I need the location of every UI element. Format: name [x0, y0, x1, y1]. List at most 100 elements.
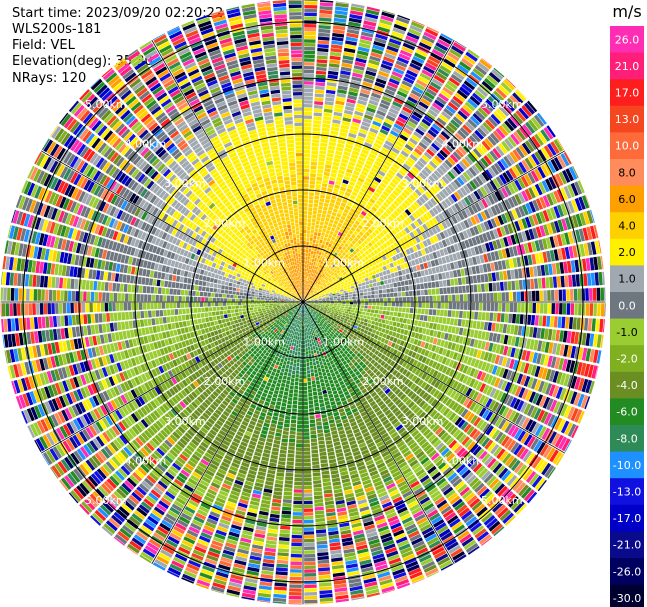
velocity-gate — [524, 140, 535, 153]
velocity-gate — [310, 173, 316, 178]
velocity-gate — [550, 141, 560, 154]
velocity-gate — [393, 242, 399, 248]
velocity-gate — [594, 272, 599, 286]
velocity-gate — [576, 362, 583, 375]
velocity-gate — [404, 348, 410, 355]
velocity-gate — [311, 442, 318, 446]
velocity-gate — [303, 96, 313, 100]
velocity-gate — [330, 553, 343, 559]
velocity-gate — [408, 28, 422, 37]
velocity-gate — [375, 306, 380, 310]
velocity-gate — [488, 520, 501, 532]
velocity-gate — [474, 246, 480, 255]
velocity-gate — [461, 158, 471, 168]
velocity-gate — [386, 45, 399, 53]
velocity-gate — [486, 302, 491, 311]
velocity-gate — [325, 368, 330, 374]
velocity-gate — [317, 436, 325, 441]
velocity-gate — [507, 383, 515, 394]
velocity-gate — [447, 333, 453, 341]
velocity-gate — [501, 292, 506, 302]
velocity-gate — [426, 26, 440, 34]
velocity-gate — [375, 484, 385, 491]
velocity-gate — [343, 422, 350, 428]
velocity-gate — [425, 506, 437, 515]
velocity-gate — [314, 291, 318, 295]
velocity-gate — [276, 472, 285, 477]
velocity-gate — [336, 373, 341, 379]
velocity-gate — [352, 450, 361, 457]
velocity-gate — [371, 431, 379, 438]
velocity-gate — [475, 465, 486, 476]
velocity-gate — [434, 522, 447, 532]
velocity-gate — [444, 421, 453, 431]
velocity-gate — [311, 247, 315, 251]
velocity-gate — [447, 51, 460, 62]
velocity-gate — [440, 295, 445, 302]
velocity-gate — [435, 136, 445, 146]
velocity-gate — [367, 493, 377, 500]
velocity-gate — [469, 378, 476, 388]
velocity-gate — [427, 108, 438, 118]
velocity-gate — [369, 312, 374, 317]
velocity-gate — [475, 255, 481, 265]
velocity-gate — [307, 385, 312, 389]
velocity-gate — [570, 391, 578, 405]
velocity-gate — [508, 313, 513, 323]
velocity-gate — [438, 280, 444, 287]
velocity-gate — [524, 216, 532, 228]
velocity-gate — [312, 387, 317, 392]
velocity-gate — [340, 124, 350, 130]
velocity-gate — [479, 58, 492, 70]
velocity-gate — [361, 149, 370, 155]
velocity-gate — [363, 180, 371, 187]
velocity-gate — [530, 378, 538, 390]
velocity-gate — [406, 233, 412, 241]
velocity-gate — [312, 329, 315, 334]
velocity-gate — [431, 142, 440, 152]
velocity-gate — [468, 389, 476, 399]
velocity-gate — [448, 294, 452, 302]
velocity-gate — [339, 291, 344, 294]
velocity-gate — [423, 276, 428, 283]
velocity-gate — [562, 330, 568, 343]
velocity-gate — [362, 431, 370, 438]
velocity-gate — [419, 263, 425, 270]
velocity-gate — [316, 305, 321, 308]
velocity-gate — [429, 302, 434, 309]
velocity-gate — [367, 362, 373, 369]
velocity-gate — [520, 432, 530, 444]
velocity-gate — [313, 266, 317, 270]
velocity-gate — [447, 196, 455, 205]
velocity-gate — [518, 279, 523, 290]
velocity-gate — [398, 510, 410, 518]
velocity-gate — [396, 156, 405, 164]
velocity-gate — [375, 78, 387, 85]
velocity-gate — [366, 531, 378, 538]
velocity-gate — [329, 248, 333, 253]
velocity-gate — [304, 542, 315, 547]
velocity-gate — [575, 213, 583, 227]
velocity-gate — [312, 345, 316, 350]
velocity-gate — [340, 215, 346, 221]
velocity-gate — [383, 56, 395, 64]
velocity-gate — [345, 102, 355, 108]
velocity-gate — [374, 321, 379, 326]
velocity-gate — [317, 306, 321, 309]
velocity-gate — [474, 311, 479, 320]
velocity-gate — [323, 429, 331, 434]
velocity-gate — [389, 107, 399, 115]
velocity-gate — [304, 550, 316, 554]
velocity-gate — [359, 424, 367, 431]
velocity-gate — [589, 257, 595, 271]
velocity-gate — [406, 527, 418, 535]
velocity-gate — [405, 363, 411, 370]
velocity-gate — [341, 182, 348, 188]
velocity-gate — [304, 305, 307, 310]
velocity-gate — [278, 461, 286, 466]
velocity-gate — [385, 334, 391, 340]
velocity-gate — [410, 403, 418, 412]
velocity-gate — [447, 122, 458, 132]
velocity-gate — [306, 300, 310, 302]
velocity-gate — [343, 113, 353, 119]
